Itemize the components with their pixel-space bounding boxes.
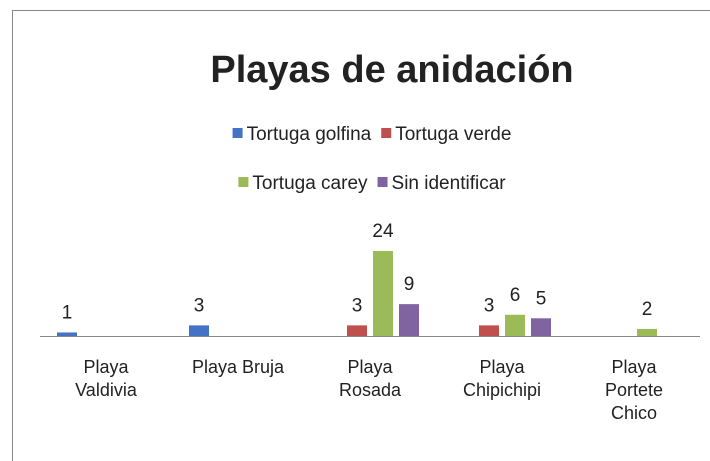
data-label: 9: [404, 274, 415, 295]
legend-swatch: [238, 177, 249, 187]
bar: [399, 304, 419, 336]
bar: [479, 325, 499, 336]
legend-label: Sin identificar: [392, 173, 507, 194]
x-tick-label: Playa Valdivia: [75, 357, 137, 400]
x-tick-label: Playa Bruja: [191, 357, 285, 377]
data-label: 2: [642, 299, 653, 320]
legend-swatch: [232, 128, 243, 138]
data-label: 24: [372, 221, 394, 242]
bar: [373, 251, 393, 336]
data-label: 5: [536, 288, 547, 309]
bar: [189, 325, 209, 336]
data-label: 1: [62, 302, 73, 323]
data-label: 3: [194, 295, 205, 316]
chart-title: Playas de anidación: [210, 49, 573, 91]
legend-label: Tortuga verde: [395, 124, 511, 145]
bar: [531, 318, 551, 336]
legend-swatch: [377, 177, 388, 187]
x-tick-label: Playa Portete Chico: [604, 357, 664, 423]
bar: [57, 332, 77, 336]
data-label: 3: [484, 295, 495, 316]
legend-label: Tortuga golfina: [247, 124, 372, 145]
data-label: 6: [510, 285, 521, 306]
x-tick-label: Playa Rosada: [338, 357, 402, 400]
bar: [637, 328, 657, 336]
legend-swatch: [381, 128, 392, 138]
legend-label: Tortuga carey: [252, 173, 368, 194]
bar: [505, 314, 525, 336]
bar: [347, 325, 367, 336]
chart-frame: [12, 10, 710, 461]
x-tick-label: Playa Chipichipi: [462, 357, 542, 400]
data-label: 3: [352, 295, 363, 316]
